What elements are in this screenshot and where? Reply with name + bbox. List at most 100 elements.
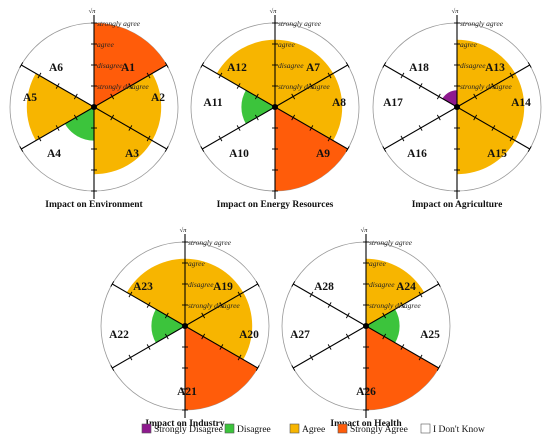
radial-tick-label: disagree [97,61,123,70]
axis-tick-mark [345,62,350,68]
sector-A24 [366,258,425,326]
sector-A18 [442,90,457,107]
axis-tick-mark [237,354,242,361]
radial-unit-label: √π [361,226,369,234]
sector-A5 [26,73,94,141]
legend-swatch [420,423,431,434]
sector-label-A1: A1 [121,62,135,74]
axis-tick-mark [436,281,441,287]
axis-tick-mark [473,93,478,100]
legend-label: I Don't Know [433,425,485,435]
axis-tick-mark [146,72,151,79]
axis-tick-mark [128,354,133,361]
axis-tick-mark [164,62,169,68]
chart-title: Impact on Health [330,419,402,429]
axis-tick-mark [327,135,332,142]
axis-tick-mark [128,83,133,89]
sector-label-A24: A24 [396,281,416,293]
radial-tick-label: strongly disagree [278,82,330,91]
legend-swatch [289,423,300,434]
sector-label-A10: A10 [229,148,249,160]
axis-tick-mark [418,291,423,298]
axis-tick-mark [146,135,151,142]
axis-tick-mark [436,114,441,121]
sector-A7 [275,39,334,107]
sector-label-A22: A22 [109,329,129,341]
axis-tick-mark [236,125,241,131]
axis-tick-mark [527,62,532,68]
radial-tick-label: agree [278,40,295,49]
radial-tick-label: strongly agree [460,19,504,28]
axis-tick-mark [382,62,387,68]
axis-tick-mark [254,114,259,121]
sector-A2 [94,73,162,141]
radial-tick-label: strongly disagree [188,301,240,310]
axis-tick-mark [219,302,224,308]
legend-swatch [224,423,235,434]
axis-tick-mark [291,114,296,121]
legend: Strongly Disagree Disagree Agree Strongly A… [141,423,485,435]
axis-tick-mark [255,281,260,287]
axis-tick-mark [491,125,496,131]
axis-tick-mark [345,333,350,340]
axis-tick-mark [309,354,314,361]
axis-tick-mark [19,146,24,152]
axis-tick-mark [382,333,387,340]
axis-tick-mark [200,146,205,152]
sector-A1 [94,23,167,107]
center-point [182,323,188,329]
sector-label-A28: A28 [314,281,334,293]
center-point [363,323,369,329]
axis-tick-mark [37,72,42,79]
radial-unit-label: √π [452,7,460,15]
sector-A13 [457,39,516,107]
axis-tick-mark [73,114,78,121]
axis-tick-mark [254,93,259,100]
axis-tick-mark [110,93,115,100]
axis-tick-mark [200,62,205,68]
radial-tick-label: strongly disagree [369,301,421,310]
sector-label-A4: A4 [47,148,61,160]
sector-label-A9: A9 [316,148,330,160]
axis-tick-mark [218,135,223,142]
sector-A3 [94,107,153,175]
sector-A14 [457,73,525,141]
sector-label-A21: A21 [177,386,197,398]
axis-tick-mark [418,354,423,361]
radial-tick-label: strongly agree [369,238,413,247]
axis-tick-mark [436,93,441,100]
axis-tick-mark [55,125,60,131]
axis-tick-mark [146,302,151,308]
axis-tick-mark [128,291,133,298]
radial-unit-label: √π [89,7,97,15]
axis-tick-mark [418,125,423,131]
chart-title: Impact on Environment [45,200,143,210]
axis-tick-mark [128,125,133,131]
sector-label-A15: A15 [487,148,507,160]
axis-tick-mark [291,281,296,287]
sector-label-A12: A12 [227,62,247,74]
axis-tick-mark [55,83,60,89]
sector-label-A6: A6 [49,62,63,74]
radial-tick-label: disagree [188,280,214,289]
axis-tick-mark [491,83,496,89]
sector-label-A27: A27 [290,329,310,341]
center-point [272,104,278,110]
sector-A4 [64,107,94,141]
legend-swatch [337,423,348,434]
radial-unit-label: √π [270,7,278,15]
radial-tick-label: disagree [460,61,486,70]
axis-tick-mark [164,333,169,340]
sector-label-A16: A16 [407,148,427,160]
sector-label-A26: A26 [356,386,376,398]
sector-label-A19: A19 [213,281,233,293]
radial-unit-label: √π [180,226,188,234]
axis-tick-mark [527,146,532,152]
sector-A25 [366,309,400,343]
radial-tick-label: strongly disagree [460,82,512,91]
